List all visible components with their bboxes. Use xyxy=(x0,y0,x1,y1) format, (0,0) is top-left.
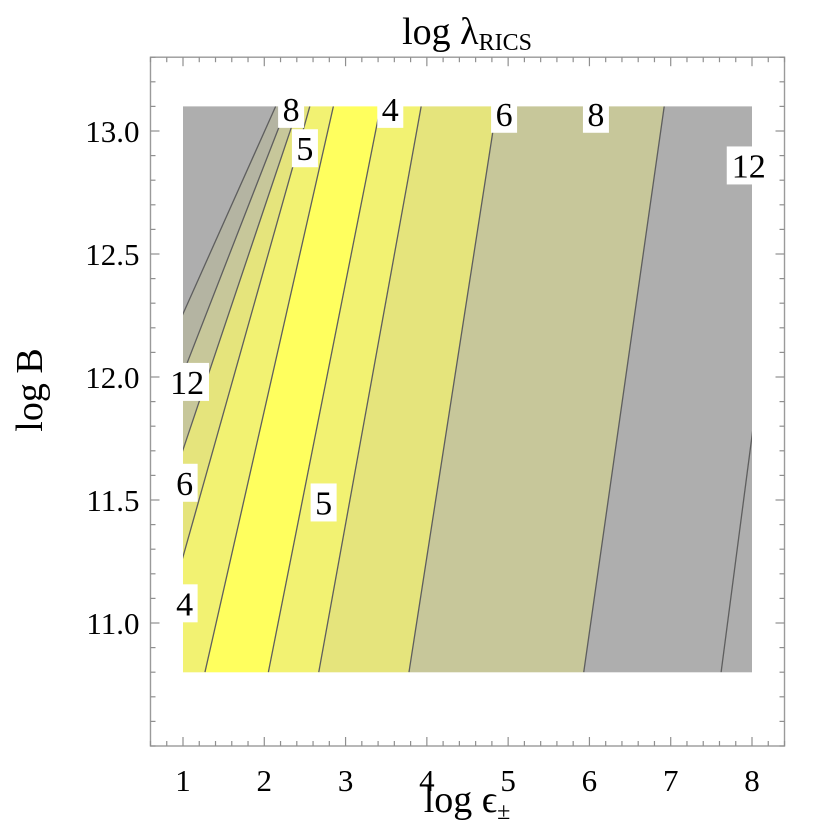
contour-line xyxy=(183,106,311,560)
contour-label-text: 5 xyxy=(296,131,313,168)
y-tick-label: 12.0 xyxy=(85,360,139,395)
contour-line xyxy=(408,106,498,673)
contour-line xyxy=(720,430,752,673)
chart-title-subscript: RICS xyxy=(479,30,532,56)
chart-title: log λRICS xyxy=(402,11,532,56)
contour-label-box xyxy=(726,146,771,185)
contour-label: 8 xyxy=(582,94,609,134)
y-tick-label: 13.0 xyxy=(85,114,139,149)
x-tick-label: 1 xyxy=(175,763,191,798)
y-tick-label: 11.5 xyxy=(86,483,139,518)
contour-line xyxy=(318,106,422,673)
contour-label-text: 8 xyxy=(587,97,604,134)
x-axis-label: log ϵ± xyxy=(424,779,511,825)
y-tick-label: 12.5 xyxy=(85,237,139,272)
x-tick-label: 3 xyxy=(338,763,354,798)
contour-label-text: 5 xyxy=(315,485,332,522)
contour-region xyxy=(183,106,276,315)
axis-ticks: 1 2 3 4 5 6 7 811.011.512.012.513.0 xyxy=(85,56,786,798)
contour-label-text: 12 xyxy=(170,365,204,402)
y-tick-label: 11.0 xyxy=(86,606,139,641)
contour-line xyxy=(183,106,288,376)
contour-label: 8 xyxy=(278,89,305,129)
contour-label: 6 xyxy=(171,463,198,503)
contour-label-box xyxy=(291,129,318,168)
contour-label-text: 4 xyxy=(176,586,193,623)
contour-label-box xyxy=(377,89,404,128)
chart-title-main: log λ xyxy=(402,11,479,53)
contour-line xyxy=(267,106,382,673)
contour-line xyxy=(583,106,665,673)
contour-label-text: 4 xyxy=(382,92,399,129)
contour-label-text: 12 xyxy=(732,148,766,185)
contour-label-box xyxy=(278,89,305,128)
contour-line xyxy=(204,106,335,673)
contour-label-box xyxy=(491,94,518,133)
contour-label-text: 6 xyxy=(496,97,513,134)
contour-line xyxy=(183,106,277,316)
contour-label: 5 xyxy=(310,483,337,522)
x-tick-label: 4 xyxy=(419,763,435,798)
contour-label-box xyxy=(165,362,210,401)
contour-label: 4 xyxy=(171,584,198,623)
x-tick-label: 7 xyxy=(663,763,679,798)
contour-label: 12 xyxy=(165,362,210,402)
contour-label: 12 xyxy=(726,146,771,185)
contour-label: 6 xyxy=(491,94,518,134)
x-tick-label: 8 xyxy=(744,763,760,798)
contour-label-box xyxy=(582,94,609,133)
x-tick-label: 5 xyxy=(500,763,516,798)
contour-label-box xyxy=(171,584,198,623)
x-tick-label: 2 xyxy=(257,763,273,798)
contour-label-text: 6 xyxy=(176,466,193,503)
contour-label-text: 8 xyxy=(283,92,300,129)
x-axis-label-main: log ϵ xyxy=(424,779,497,821)
x-axis-label-subscript: ± xyxy=(497,799,510,825)
contour-label-box xyxy=(171,463,198,502)
contour-label: 5 xyxy=(291,129,318,168)
contour-label-box xyxy=(310,483,337,522)
x-tick-label: 6 xyxy=(582,763,598,798)
contour-label: 4 xyxy=(377,89,404,129)
y-axis-label: log B xyxy=(9,348,51,431)
